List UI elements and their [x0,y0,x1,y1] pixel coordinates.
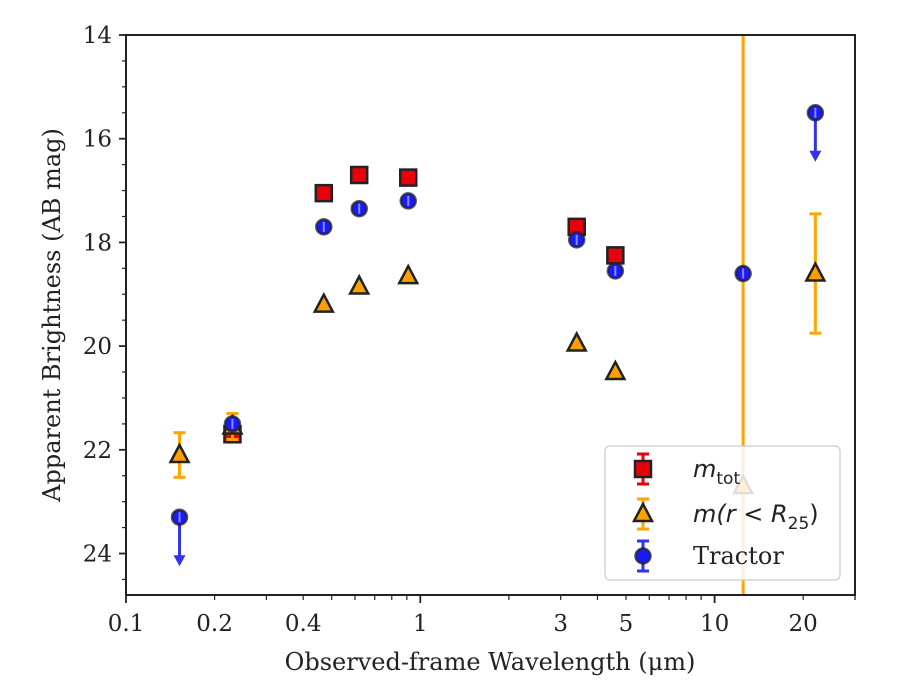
legend-box [604,445,841,581]
x-tick-label: 1 [413,611,428,637]
x-tick-label: 0.1 [108,611,145,637]
y-tick-label: 20 [83,334,112,360]
data-point [606,246,625,265]
y-axis-title: Apparent Brightness (AB mag) [38,128,66,503]
x-tick-label: 0.4 [285,611,322,637]
plot-frame [125,34,856,596]
data-point [397,263,420,285]
x-tick-label: 5 [619,611,634,637]
x-tick-label: 3 [553,611,568,637]
legend-marker [633,459,653,479]
chart-axes: 14 16 18 20 22 24 0.1 0.2 0.4 1 3 5 10 20 [83,23,856,637]
data-point [348,273,371,295]
legend-label: mtot [693,455,740,489]
x-tick-label: 10 [700,611,729,637]
series-0 [223,165,625,444]
legend-marker [634,547,652,565]
data-point [312,291,335,313]
y-tick-label: 22 [83,438,112,464]
data-point [604,359,627,381]
upper-limit-arrow-head [173,555,186,567]
upper-limit-arrow-head [809,150,822,162]
x-tick-label: 0.2 [196,611,233,637]
y-tick-label: 16 [83,127,112,153]
legend-label: Tractor [693,542,784,570]
data-point [398,168,418,187]
legend-label: m(r < R25) [693,500,819,534]
y-tick-label: 24 [83,542,112,568]
data-point [168,442,191,464]
x-tick-label: 20 [789,611,818,637]
data-point [804,260,827,282]
x-axis-title: Observed-frame Wavelength (μm) [285,648,696,676]
series-2 [170,104,825,567]
data-point [349,165,369,185]
legend: mtot m(r < R25) Tractor [604,445,841,581]
y-tick-label: 14 [83,23,112,49]
data-point [314,183,334,203]
y-tick-label: 18 [83,230,112,256]
data-point [565,330,588,352]
legend-marker [631,501,655,523]
